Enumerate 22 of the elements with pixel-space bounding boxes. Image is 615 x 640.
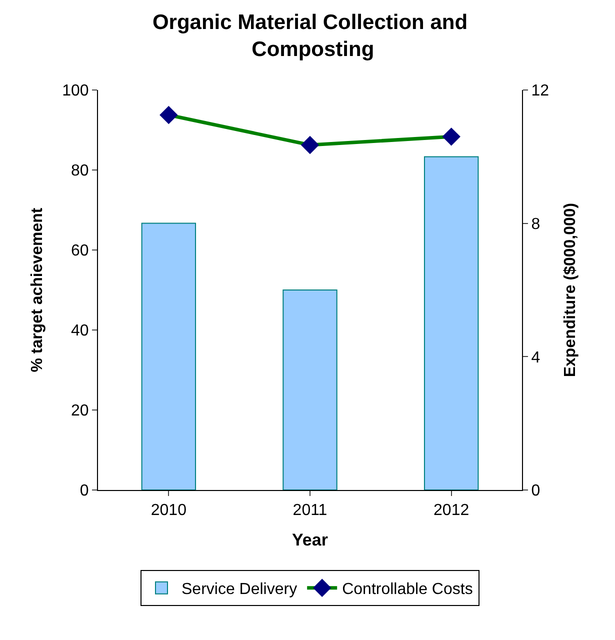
y2-axis-title: Expenditure ($000,000) <box>562 202 579 378</box>
bar <box>282 290 338 490</box>
y2-tick-label: 12 <box>531 82 550 100</box>
y-tick-label: 60 <box>71 242 89 260</box>
y-tick-label: 0 <box>80 482 89 500</box>
y2-tick-label: 4 <box>531 349 540 366</box>
legend-label: Service Delivery <box>182 581 298 598</box>
x-tick-label: 2011 <box>292 502 328 520</box>
y-tick-label: 40 <box>71 322 89 340</box>
legend-label: Controllable Costs <box>342 581 473 598</box>
chart-title: Organic Material Collection and Composting <box>152 10 468 62</box>
y-tick-label: 20 <box>71 402 89 420</box>
bar <box>141 222 196 490</box>
y-tick-label: 80 <box>71 162 89 180</box>
x-tick-label: 2010 <box>150 502 187 520</box>
y-axis-title: % target achievement <box>28 207 46 372</box>
bar <box>424 156 479 490</box>
y2-tick-label: 0 <box>531 482 540 500</box>
y2-tick-label: 8 <box>531 216 540 233</box>
x-axis-title: Year <box>292 530 328 550</box>
x-tick-label: 2012 <box>434 502 470 520</box>
y-tick-label: 100 <box>62 82 89 100</box>
